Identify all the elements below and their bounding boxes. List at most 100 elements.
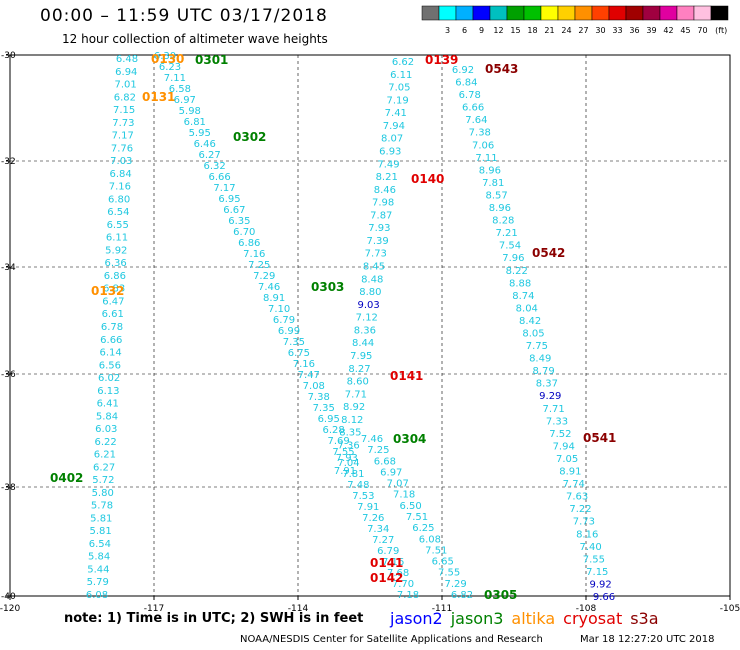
lon-label: -120	[0, 604, 20, 614]
lat-label: -36	[1, 370, 16, 380]
wave-height-value: 6.99	[278, 326, 300, 337]
wave-height-value: 7.93	[368, 223, 390, 234]
color-scale-label: 30	[595, 26, 605, 35]
wave-height-value: 6.11	[106, 233, 128, 244]
wave-height-value: 5.80	[92, 488, 114, 499]
wave-height-value: 7.91	[357, 502, 379, 513]
wave-height-value: 7.53	[352, 491, 374, 502]
wave-height-value: 8.96	[489, 203, 511, 214]
wave-height-value: 6.54	[107, 207, 129, 218]
wave-height-value: 8.91	[559, 467, 581, 478]
wave-height-value: 7.33	[546, 416, 568, 427]
wave-height-value: 7.94	[553, 441, 575, 452]
wave-height-value: 7.98	[372, 198, 394, 209]
wave-height-value: 7.46	[361, 434, 383, 445]
pass-time-label: 0402	[50, 471, 83, 485]
wave-height-value: 7.75	[526, 341, 548, 352]
wave-height-value: 6.66	[208, 172, 230, 183]
wave-height-value: 6.75	[288, 348, 310, 359]
wave-height-value: 6.56	[99, 360, 121, 371]
wave-height-value: 7.21	[495, 228, 517, 239]
legend-entry-altika: altika	[511, 609, 556, 628]
wave-height-value: 8.91	[263, 293, 285, 304]
color-scale-label: 24	[561, 26, 571, 35]
wave-height-value: 7.48	[347, 480, 369, 491]
color-scale-label: 27	[578, 26, 588, 35]
wave-height-value: 7.81	[342, 469, 364, 480]
wave-height-value: 5.98	[179, 106, 201, 117]
wave-height-value: 6.86	[104, 271, 126, 282]
color-scale-label: 21	[544, 26, 554, 35]
wave-height-value: 7.64	[465, 115, 487, 126]
page-subtitle: 12 hour collection of altimeter wave hei…	[62, 32, 328, 46]
wave-height-value: 8.27	[348, 364, 370, 375]
wave-height-value: 7.51	[425, 545, 447, 556]
legend-entry-jason3: jason3	[450, 609, 504, 628]
wave-height-value: 8.92	[343, 402, 365, 413]
wave-height-value: 7.40	[579, 542, 601, 553]
wave-height-value: 7.51	[406, 512, 428, 523]
wave-height-value: 6.54	[89, 539, 111, 550]
pass-time-label: 0142	[370, 571, 403, 585]
wave-height-value: 7.36	[337, 440, 359, 451]
legend-entry-jason2: jason2	[390, 609, 443, 628]
wave-height-value: 7.68	[387, 568, 409, 579]
wave-height-value: 7.55	[583, 554, 605, 565]
wave-height-value: 7.34	[367, 524, 389, 535]
pass-time-label: 0141	[370, 556, 403, 570]
wave-height-value: 6.21	[94, 450, 116, 461]
wave-height-value: 7.15	[586, 567, 608, 578]
color-scale-label: 18	[527, 26, 537, 35]
footer-timestamp: Mar 18 12:27:20 UTC 2018	[580, 634, 715, 645]
wave-height-value: 6.61	[102, 309, 124, 320]
pass-time-label: 0301	[195, 53, 228, 67]
color-scale-label: 42	[663, 26, 673, 35]
wave-height-value: 7.11	[164, 73, 186, 84]
wave-height-value: 5.44	[87, 565, 109, 576]
wave-height-value: 7.46	[258, 282, 280, 293]
wave-height-value: 8.04	[516, 303, 538, 314]
wave-height-value: 7.63	[566, 492, 588, 503]
wave-height-value: 6.97	[380, 467, 402, 478]
page-title: 00:00 – 11:59 UTC 03/17/2018	[40, 6, 328, 26]
wave-height-value: 8.88	[509, 278, 531, 289]
wave-height-value: 8.05	[522, 329, 544, 340]
lat-label: -38	[1, 483, 16, 493]
wave-height-value: 9.92	[589, 580, 611, 591]
pass-time-label: 0305	[484, 588, 517, 602]
wave-height-value: 7.91	[334, 466, 356, 477]
wave-height-value: 6.14	[99, 348, 121, 359]
pass-time-label: 0542	[532, 246, 565, 260]
wave-height-value: 7.16	[293, 359, 315, 370]
legend-entry-cryosat: cryosat	[563, 609, 623, 628]
wave-height-value: 6.97	[174, 95, 196, 106]
color-scale-label: 15	[510, 26, 520, 35]
pass-time-label: 0304	[393, 432, 426, 446]
wave-height-value: 6.79	[377, 546, 399, 557]
wave-height-value: 6.81	[184, 117, 206, 128]
wave-height-value: 7.16	[382, 557, 404, 568]
pass-time-label: 0541	[583, 431, 616, 445]
wave-height-value: 8.21	[376, 172, 398, 183]
wave-height-value: 6.41	[97, 399, 119, 410]
wave-height-value: 6.84	[455, 78, 477, 89]
wave-height-value: 7.17	[112, 131, 134, 142]
wave-height-value: 7.18	[393, 490, 415, 501]
wave-height-value: 5.95	[189, 128, 211, 139]
wave-height-value: 7.07	[387, 479, 409, 490]
color-scale-label: 36	[629, 26, 639, 35]
wave-height-value: 7.06	[472, 140, 494, 151]
wave-height-value: 8.35	[339, 428, 361, 439]
wave-height-value: 7.17	[213, 183, 235, 194]
color-scale-label: 70	[697, 26, 707, 35]
wave-height-value: 6.86	[238, 238, 260, 249]
wave-height-value: 7.71	[345, 389, 367, 400]
wave-height-value: 7.22	[569, 504, 591, 515]
wave-height-value: 5.79	[87, 577, 109, 588]
wave-height-value: 8.22	[506, 266, 528, 277]
color-swatch	[710, 5, 729, 21]
wave-height-value: 8.28	[492, 216, 514, 227]
wave-height-value: 7.39	[366, 236, 388, 247]
wave-height-value: 6.03	[95, 424, 117, 435]
pass-time-label: 0131	[142, 90, 175, 104]
